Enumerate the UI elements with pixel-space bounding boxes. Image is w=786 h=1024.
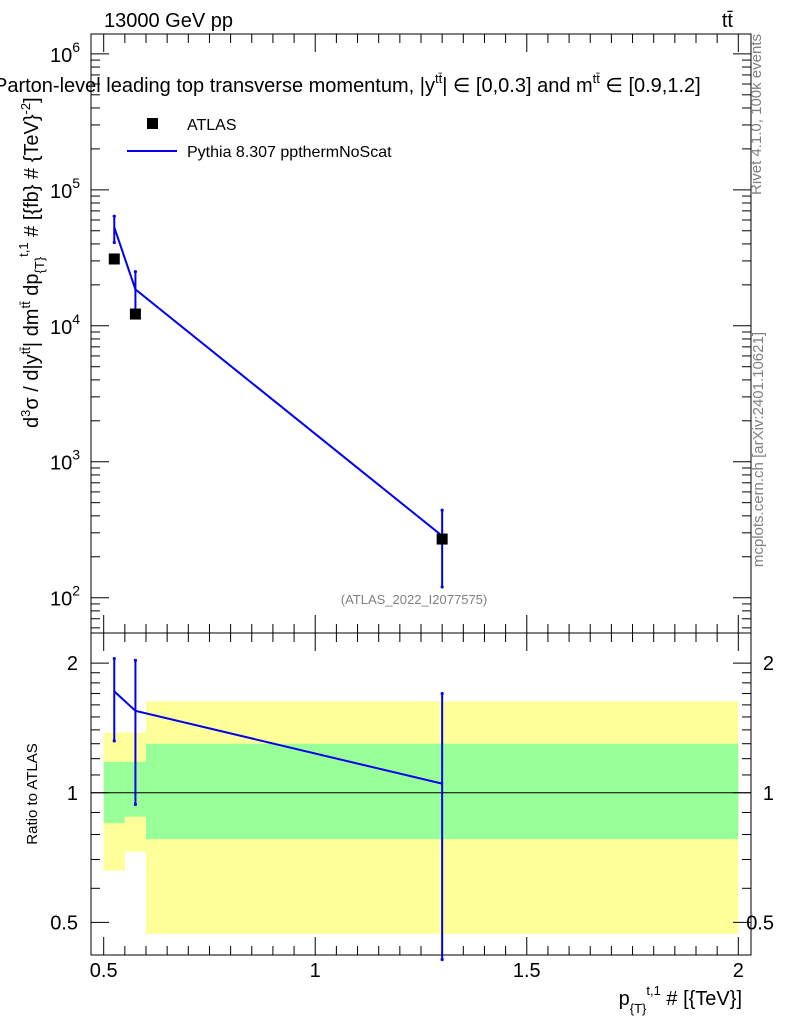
- title-main: Parton-level leading top transverse mome…: [0, 75, 435, 97]
- tick-labels: 102 103 104 105 106 0.5 0.5 1 1 2 2 0.5 1 1.5 2: [50, 39, 774, 982]
- x-tick-label: 1: [310, 960, 321, 982]
- main-y-tick-label: 104: [50, 311, 80, 339]
- data-point: [129, 308, 141, 320]
- mc-ratio-error-cap: [133, 658, 138, 662]
- ratio-y-tick-label-right: 2: [763, 653, 774, 675]
- svg-text:p{T}t,1 # [{TeV}]: p{T}t,1 # [{TeV}]: [619, 983, 742, 1016]
- title-sup-2: tt̄: [593, 71, 601, 86]
- title-sup-1: tt̄: [435, 71, 443, 86]
- legend: ATLAS Pythia 8.307 ppthermNoScat: [127, 117, 392, 161]
- mc-series-ratio: [112, 656, 444, 962]
- mc-line: [113, 226, 443, 537]
- analysis-id-label: (ATLAS_2022_I2077575): [341, 592, 487, 607]
- title-end: ∈ [0.9,1.2]: [600, 75, 701, 97]
- ratio-y-tick-label-left: 0.5: [50, 912, 78, 934]
- main-y-tick-label: 103: [50, 447, 80, 475]
- svg-text:d3σ / d|ytt̄| dmtt̄ dp{T}t,1 #: d3σ / d|ytt̄| dmtt̄ dp{T}t,1 # [{fb} # {…: [16, 97, 47, 428]
- legend-data-label: ATLAS: [187, 117, 237, 134]
- x-tick-label: 1.5: [513, 960, 541, 982]
- ratio-y-tick-label-left: 2: [67, 653, 78, 675]
- main-y-tick-label: 105: [50, 175, 80, 203]
- x-tick-label: 0.5: [90, 960, 118, 982]
- mc-error-cap: [112, 240, 116, 245]
- x-axis-label: p{T}t,1 # [{TeV}]: [619, 983, 742, 1016]
- mc-ratio-error-cap: [440, 957, 444, 962]
- ratio-y-axis-label: Ratio to ATLAS: [24, 743, 41, 844]
- x-tick-label: 2: [733, 960, 744, 982]
- mc-ratio-error-cap: [112, 656, 116, 661]
- ratio-uncertainty-bands: [103, 701, 739, 934]
- ratio-y-tick-label-right: 1: [763, 783, 774, 805]
- ratio-y-tick-label-left: 1: [67, 783, 78, 805]
- mc-ratio-error-cap: [440, 691, 444, 696]
- mc-ratio-error-cap: [133, 802, 138, 806]
- main-y-tick-label: 106: [50, 39, 80, 67]
- data-point: [108, 253, 120, 265]
- legend-mc-label: Pythia 8.307 ppthermNoScat: [187, 144, 392, 161]
- main-y-axis-label: d3σ / d|ytt̄| dmtt̄ dp{T}t,1 # [{fb} # {…: [16, 97, 47, 428]
- mcplots-label: mcplots.cern.ch [arXiv:2401.10621]: [750, 332, 767, 567]
- main-y-tick-label: 102: [50, 583, 80, 611]
- mc-ratio-error-cap: [112, 739, 116, 743]
- mc-error-cap: [112, 214, 116, 218]
- legend-data-marker: [147, 118, 158, 129]
- mc-error-cap: [133, 270, 138, 274]
- title-mid: | ∈ [0,0.3] and m: [442, 75, 592, 97]
- data-series-main: [108, 253, 448, 545]
- plot-title: Parton-level leading top transverse mome…: [0, 71, 701, 97]
- rivet-version-label: Rivet 4.1.0, 100k events: [748, 34, 765, 195]
- process-label: tt̄: [722, 10, 734, 32]
- data-point: [436, 533, 448, 545]
- axis-ticks: [91, 34, 751, 955]
- ratio-y-tick-label-right: 0.5: [746, 912, 774, 934]
- mc-series-main: [112, 214, 444, 589]
- energy-label: 13000 GeV pp: [104, 10, 233, 32]
- svg-text:Parton-level leading top trans: Parton-level leading top transverse mome…: [0, 71, 701, 97]
- mc-error-cap: [440, 585, 444, 589]
- mc-error-cap: [440, 508, 444, 512]
